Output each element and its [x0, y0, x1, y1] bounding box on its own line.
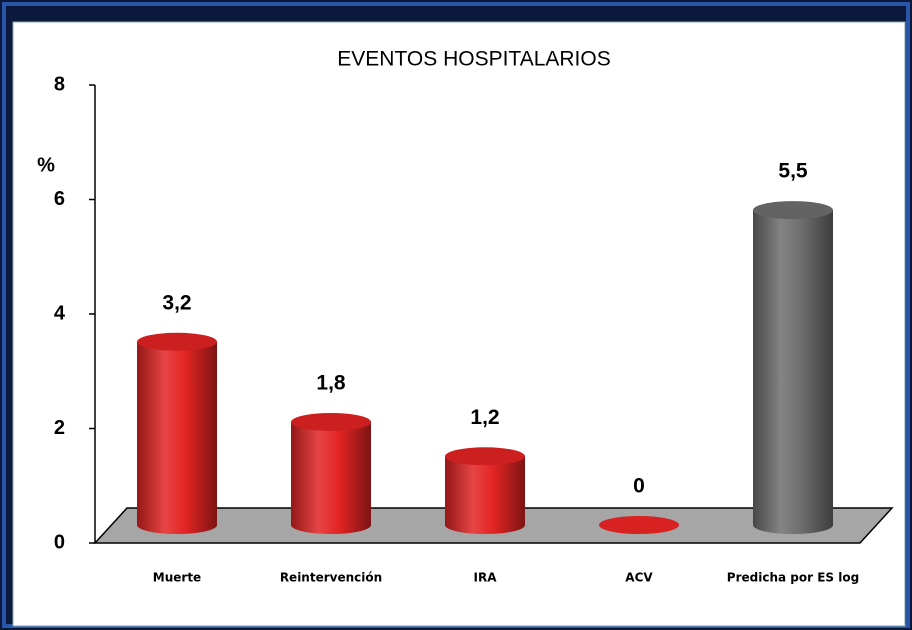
bar — [291, 412, 371, 534]
y-axis-label: % — [37, 154, 55, 176]
value-label: 1,8 — [316, 371, 346, 394]
bar-body — [753, 210, 833, 534]
bar — [599, 516, 679, 534]
value-label: 0 — [633, 475, 645, 498]
y-tick-label: 4 — [54, 302, 66, 324]
bar — [137, 332, 217, 534]
bar-top — [445, 447, 525, 466]
x-tick-label: Muerte — [153, 571, 201, 585]
bar-top — [599, 516, 679, 534]
bar-body — [445, 456, 525, 534]
value-label: 1,2 — [470, 406, 499, 429]
bar-body — [137, 341, 217, 534]
y-tick-label: 0 — [54, 531, 65, 553]
x-tick-label: ACV — [625, 571, 653, 585]
bar — [445, 447, 525, 534]
bar — [753, 201, 833, 534]
value-label: 3,2 — [162, 291, 191, 314]
y-tick-label: 2 — [54, 417, 65, 439]
bar-top — [291, 412, 371, 431]
bar-body — [291, 421, 371, 534]
bar-top — [753, 201, 833, 220]
x-tick-label: Predicha por ES log — [727, 571, 859, 585]
x-tick-label: IRA — [474, 571, 498, 585]
bar-top — [137, 332, 217, 351]
chart-title: EVENTOS HOSPITALARIOS — [337, 48, 610, 71]
value-label: 5,5 — [778, 160, 808, 183]
x-tick-label: Reintervención — [280, 571, 382, 585]
y-tick-label: 8 — [54, 73, 65, 95]
y-tick-label: 6 — [54, 188, 65, 210]
